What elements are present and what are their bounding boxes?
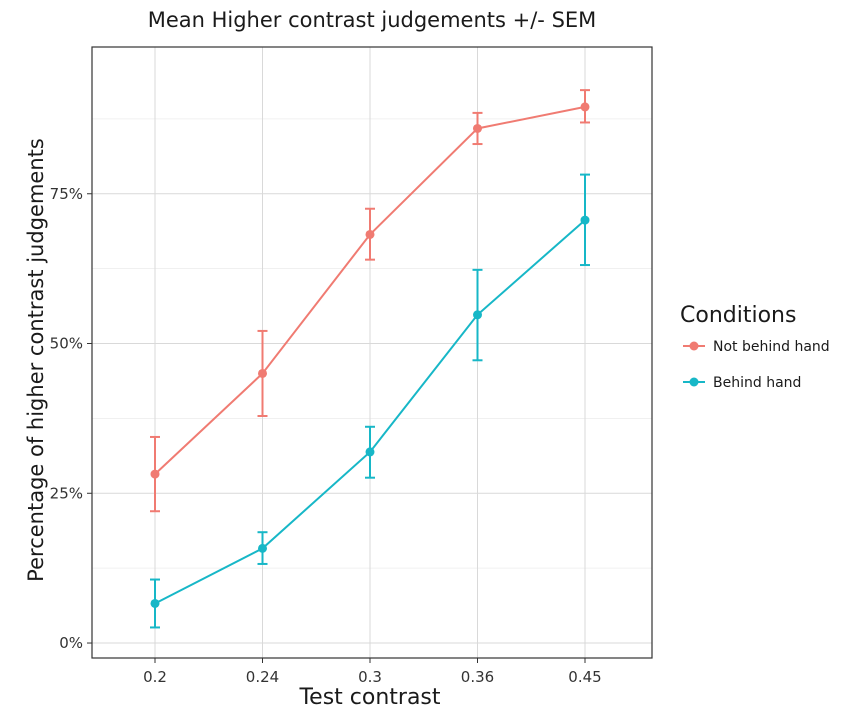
series-layer — [150, 89, 590, 629]
legend-swatch-point — [689, 377, 699, 387]
x-tick-label: 0.45 — [568, 668, 601, 686]
x-tick-label: 0.24 — [246, 668, 279, 686]
panel-border — [91, 46, 653, 659]
legend: Conditions Not behind hand Behind hand — [680, 303, 830, 391]
data-point — [150, 598, 160, 608]
legend-items: Not behind hand Behind hand — [683, 339, 830, 391]
legend-title: Conditions — [680, 303, 796, 328]
series-2 — [150, 173, 590, 629]
data-point — [473, 123, 482, 133]
x-axis: 0.2 0.24 0.3 0.36 0.45 — [143, 658, 602, 686]
series-1 — [150, 89, 590, 513]
data-point — [580, 215, 590, 225]
y-tick-label: 0% — [59, 634, 83, 652]
grid — [92, 47, 652, 658]
legend-label: Behind hand — [713, 375, 801, 391]
y-tick-label: 75% — [50, 185, 83, 203]
plot-panel — [91, 46, 653, 659]
x-tick-label: 0.2 — [143, 668, 167, 686]
y-tick-label: 50% — [50, 335, 83, 353]
data-point — [258, 543, 267, 553]
legend-item: Not behind hand — [683, 339, 830, 355]
legend-label: Not behind hand — [713, 339, 830, 355]
legend-swatch-point — [689, 341, 699, 351]
data-point — [365, 229, 375, 239]
x-tick-label: 0.36 — [461, 668, 494, 686]
chart-title: Mean Higher contrast judgements +/- SEM — [148, 8, 597, 32]
y-axis: 0% 25% 50% 75% — [50, 185, 92, 652]
x-tick-label: 0.3 — [358, 668, 382, 686]
y-axis-title: Percentage of higher contrast judgements — [24, 138, 48, 582]
legend-item: Behind hand — [683, 375, 801, 391]
data-point — [473, 310, 482, 320]
data-point — [365, 447, 375, 457]
data-point — [580, 102, 590, 112]
data-point — [150, 469, 160, 479]
x-axis-title: Test contrast — [298, 685, 440, 710]
y-tick-label: 25% — [50, 484, 83, 502]
data-point — [258, 368, 267, 378]
